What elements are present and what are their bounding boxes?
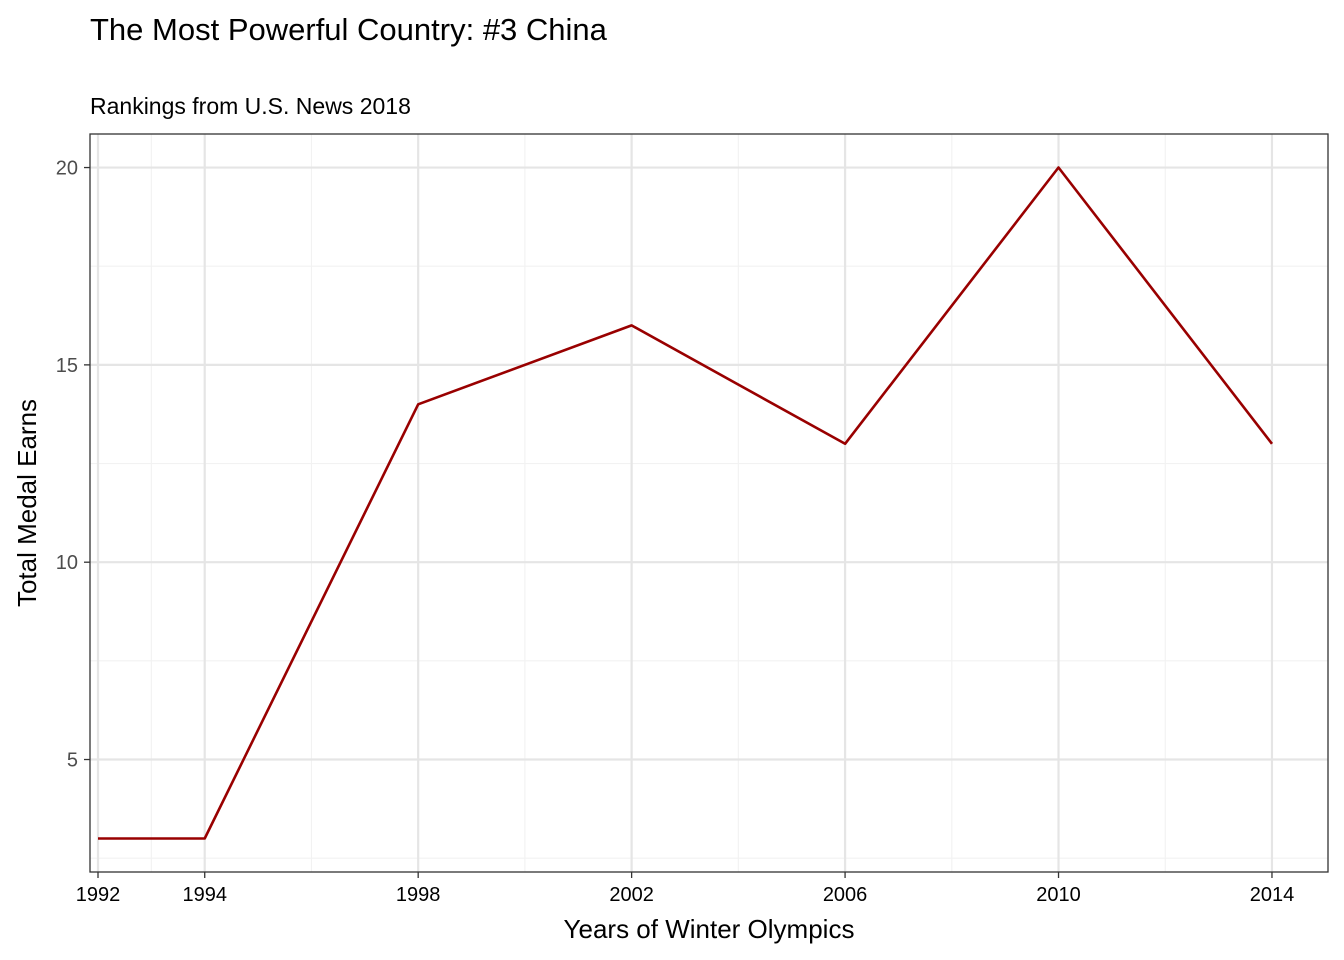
series-line xyxy=(98,166,1274,840)
chart-title: The Most Powerful Country: #3 China xyxy=(90,12,608,47)
x-tick-label: 2002 xyxy=(609,884,654,906)
x-axis-title: Years of Winter Olympics xyxy=(564,914,855,944)
chart-subtitle: Rankings from U.S. News 2018 xyxy=(90,93,411,119)
x-tick-label: 1992 xyxy=(76,884,121,906)
x-tick-label: 1994 xyxy=(182,884,227,906)
y-tick-label: 5 xyxy=(67,750,78,772)
series-layer xyxy=(98,166,1274,840)
x-tick-label: 1998 xyxy=(396,884,441,906)
x-tick-label: 2014 xyxy=(1250,884,1295,906)
y-axis: 5 10 15 20 xyxy=(56,158,90,772)
y-tick-label: 10 xyxy=(56,552,78,574)
x-tick-label: 2006 xyxy=(823,884,868,906)
y-axis-title: Total Medal Earns xyxy=(12,399,42,607)
x-tick-label: 2010 xyxy=(1036,884,1081,906)
x-axis: 1992 1994 1998 2002 2006 2010 2014 xyxy=(76,872,1294,906)
y-tick-label: 15 xyxy=(56,355,78,377)
y-tick-label: 20 xyxy=(56,158,78,180)
grid-lines xyxy=(90,134,1328,872)
plot-panel xyxy=(89,133,1329,873)
